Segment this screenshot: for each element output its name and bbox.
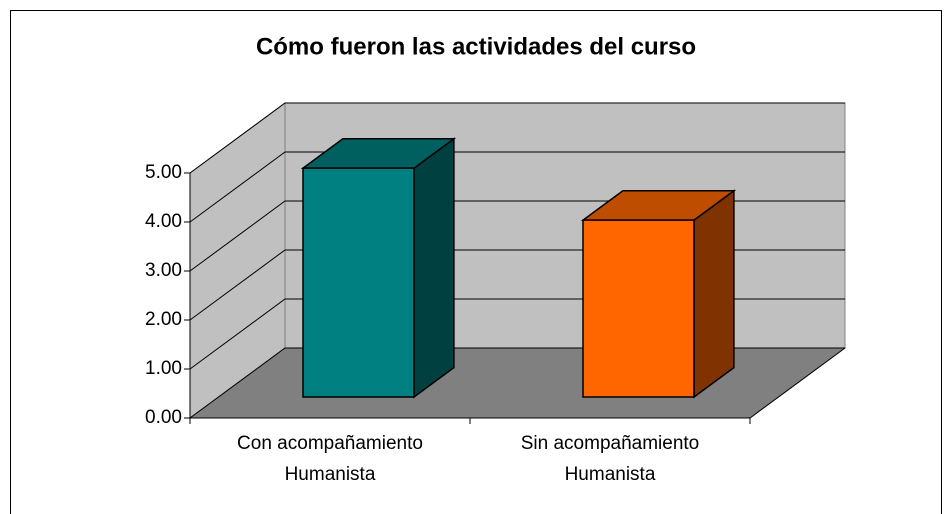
bar-front (582, 219, 695, 398)
y-tick-label: 0.00 (145, 407, 182, 428)
x-tick-label: Sin acompañamiento Humanista (521, 433, 700, 485)
y-tick-label: 5.00 (145, 162, 182, 183)
bar-front (302, 167, 415, 398)
y-tick-label: 4.00 (145, 211, 182, 232)
bar (580, 189, 737, 399)
grid-line (189, 151, 845, 223)
y-tick-label: 1.00 (145, 358, 182, 379)
x-tick-label: Con acompañamiento Humanista (237, 433, 423, 485)
bar-side (413, 137, 455, 399)
bar-side (693, 189, 735, 399)
y-tick-label: 3.00 (145, 260, 182, 281)
chart-title: Cómo fueron las actividades del curso (256, 33, 696, 60)
bar (300, 137, 457, 399)
y-tick-label: 2.00 (145, 309, 182, 330)
x-axis-depth (749, 347, 846, 419)
grid-line (189, 102, 845, 174)
floor (188, 347, 847, 419)
